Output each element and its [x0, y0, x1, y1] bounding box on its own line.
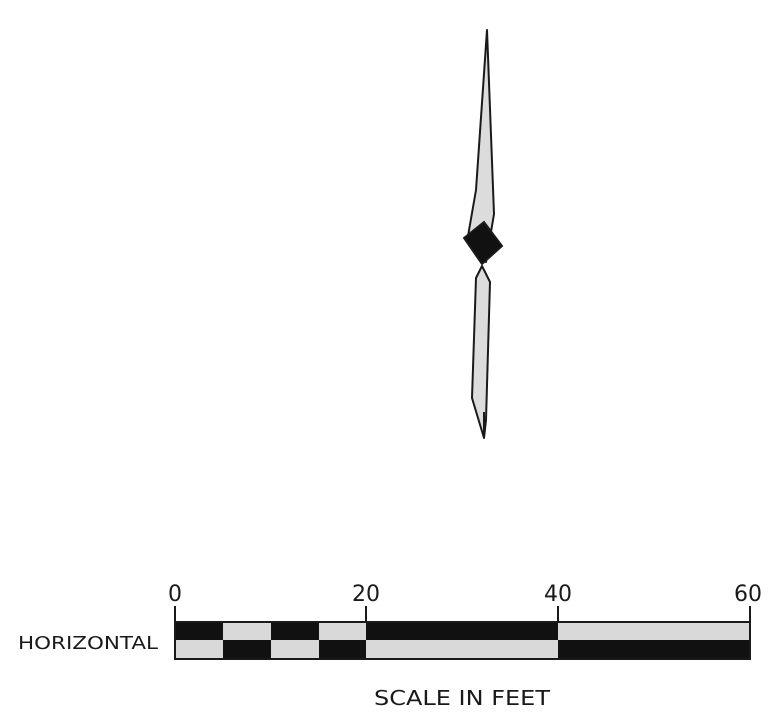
scale-segment-light — [366, 640, 558, 659]
scale-caption: SCALE IN FEET — [374, 686, 551, 710]
scale-row-label: HORIZONTAL — [18, 633, 158, 654]
scale-segment-light — [558, 622, 750, 640]
scale-tick-label: 20 — [352, 582, 380, 607]
scale-segment-dark — [175, 622, 223, 640]
scale-segment-light — [271, 640, 319, 659]
scale-tick-label: 40 — [544, 582, 572, 607]
hub-diamond — [462, 220, 504, 266]
scale-tick-label: 0 — [168, 582, 182, 607]
scale-bar — [174, 606, 751, 660]
scale-segment-dark — [366, 622, 558, 640]
scale-tick-label: 60 — [734, 582, 762, 607]
blade-figure — [462, 29, 504, 439]
scale-segment-dark — [319, 640, 366, 659]
lower-blade — [471, 265, 491, 439]
scale-segment-dark — [223, 640, 271, 659]
scale-segment-light — [319, 622, 366, 640]
scale-segment-light — [175, 640, 223, 659]
scale-segment-dark — [271, 622, 319, 640]
scale-segment-dark — [558, 640, 750, 659]
scale-outline — [174, 621, 751, 660]
scale-segment-light — [223, 622, 271, 640]
